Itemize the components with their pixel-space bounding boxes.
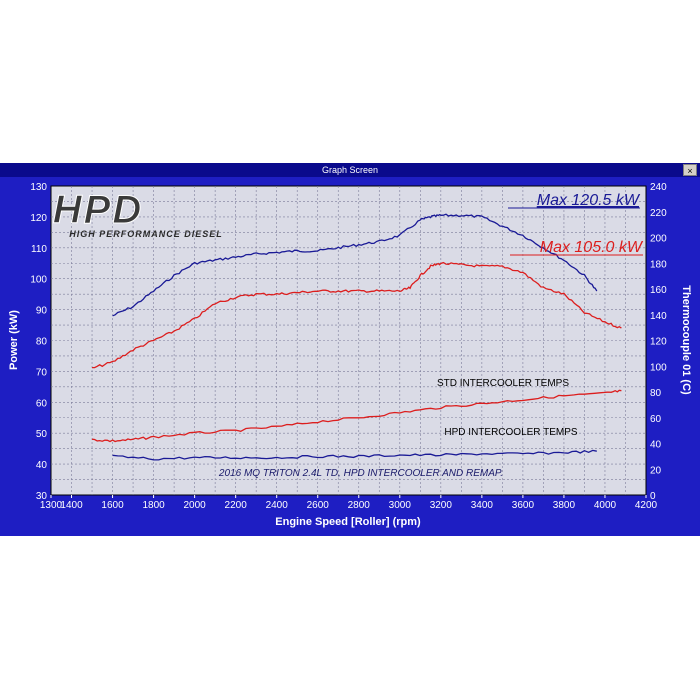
y-tick-label: 130 xyxy=(30,182,47,193)
y2-tick-label: 100 xyxy=(650,362,667,373)
hpd-intercooler-label: HPD INTERCOOLER TEMPS xyxy=(444,427,577,438)
y2-tick-label: 40 xyxy=(650,440,662,451)
y-tick-label: 90 xyxy=(36,306,48,317)
chart-caption: 2016 MQ TRITON 2.4L TD, HPD INTERCOOLER … xyxy=(218,468,503,479)
x-tick-label: 2800 xyxy=(348,500,371,511)
x-tick-label: 1600 xyxy=(101,500,124,511)
x-tick-label: 2000 xyxy=(183,500,206,511)
x-axis-label: Engine Speed [Roller] (rpm) xyxy=(275,516,421,528)
y-tick-label: 110 xyxy=(31,244,47,255)
y-tick-label: 70 xyxy=(36,367,48,378)
x-tick-label: 3200 xyxy=(430,500,453,511)
std-intercooler-label: STD INTERCOOLER TEMPS xyxy=(437,378,569,389)
x-tick-label: 2400 xyxy=(266,500,289,511)
x-tick-label: 4000 xyxy=(594,500,617,511)
y-tick-label: 40 xyxy=(36,460,48,471)
x-tick-label: 3600 xyxy=(512,500,535,511)
x-tick-label: 1300 xyxy=(40,500,63,511)
series-line-2 xyxy=(91,389,622,443)
x-tick-label: 1800 xyxy=(142,500,165,511)
y2-tick-label: 160 xyxy=(650,285,667,296)
x-tick-label: 4200 xyxy=(635,500,658,511)
y-axis-label: Power (kW) xyxy=(8,310,20,370)
series-line-1 xyxy=(92,261,622,369)
series-line-3 xyxy=(112,449,597,461)
y2-tick-label: 180 xyxy=(650,259,667,270)
max-blue-annotation: Max 120.5 kW xyxy=(537,192,641,209)
hpd-logo: HPD HIGH PERFORMANCE DIESEL xyxy=(52,188,223,240)
y-tick-label: 120 xyxy=(30,213,47,224)
y-tick-label: 100 xyxy=(30,275,47,286)
close-button[interactable]: × xyxy=(683,164,697,176)
y2-tick-label: 140 xyxy=(650,311,667,322)
y-tick-label: 30 xyxy=(36,491,48,502)
x-tick-label: 3800 xyxy=(553,500,576,511)
x-tick-label: 3000 xyxy=(389,500,412,511)
x-tick-label: 2200 xyxy=(225,500,248,511)
series-lines xyxy=(91,213,622,461)
window-title: Graph Screen xyxy=(321,165,379,175)
logo-main-text: HPD xyxy=(53,188,143,232)
y2-tick-label: 20 xyxy=(650,465,662,476)
grid xyxy=(51,186,646,495)
y2-tick-label: 80 xyxy=(650,388,662,399)
y2-tick-label: 0 xyxy=(650,491,656,502)
y2-tick-label: 240 xyxy=(650,182,667,193)
series-line-0 xyxy=(112,213,598,317)
max-red-annotation: Max 105.0 kW xyxy=(540,239,644,256)
y-tick-label: 60 xyxy=(36,398,48,409)
y-tick-label: 50 xyxy=(36,429,48,440)
x-tick-label: 2600 xyxy=(307,500,330,511)
y2-axis-label: Thermocouple 01 (C) xyxy=(680,285,692,395)
graph-window: Graph Screen × 1300 1400 1600 1800 2000 2200 2… xyxy=(0,163,700,536)
logo-sub-text: HIGH PERFORMANCE DIESEL xyxy=(69,229,223,239)
x-tick-label: 3400 xyxy=(471,500,494,511)
window-titlebar: Graph Screen × xyxy=(0,163,700,177)
y-tick-label: 80 xyxy=(36,337,48,348)
y2-tick-label: 200 xyxy=(650,234,667,245)
y2-tick-label: 60 xyxy=(650,414,662,425)
x-tick-label: 1400 xyxy=(60,500,83,511)
y2-tick-label: 220 xyxy=(650,208,667,219)
y2-tick-label: 120 xyxy=(650,337,667,348)
